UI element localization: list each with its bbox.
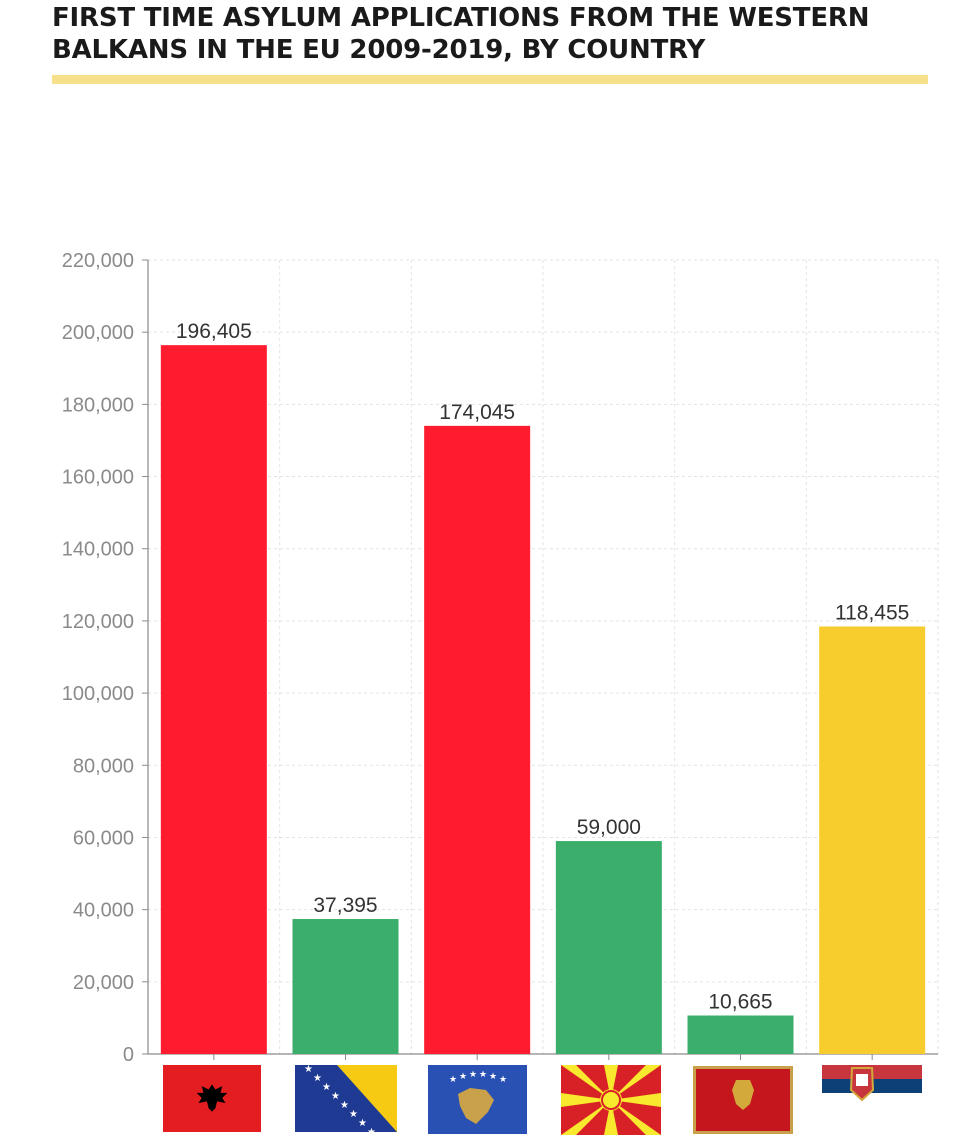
kosovo-flag-icon: ★ ★ ★ ★ ★ ★ [428,1065,527,1134]
bar-montenegro-flag [687,1015,794,1054]
y-axis-tick-labels: 0 20,000 40,000 60,000 80,000 100,000 120,000 1… [62,250,134,1066]
bar-serbia-flag [819,626,926,1054]
y-tick-label: 100,000 [62,683,134,705]
y-tick-label: 220,000 [62,250,134,272]
y-tick-label: 80,000 [73,755,134,777]
grid-lines [148,259,939,1054]
axes [142,259,938,1060]
data-label-north-macedonia-flag: 59,000 [577,816,641,839]
albania-flag-icon [163,1065,261,1132]
svg-text:★: ★ [358,1118,367,1129]
y-tick-label: 40,000 [73,900,134,922]
svg-text:★: ★ [479,1070,487,1080]
data-label-montenegro-flag: 10,665 [708,991,772,1014]
svg-text:★: ★ [367,1127,376,1138]
bosnia-herzegovina-flag-icon: ★★★ ★★★ ★★ [295,1064,397,1138]
y-tick-label: 20,000 [73,972,134,994]
y-tick-label: 160,000 [62,467,134,489]
svg-text:★: ★ [469,1070,477,1080]
chart-title-line-2: BALKANS IN THE EU 2009-2019, BY COUNTRY [52,35,706,65]
y-tick-label: 60,000 [73,827,134,849]
chart-title-line-1: FIRST TIME ASYLUM APPLICATIONS FROM THE … [52,3,870,33]
title-underline [52,75,928,84]
data-label-bosnia-herzegovina-flag: 37,395 [313,894,377,917]
bar-north-macedonia-flag [555,841,662,1054]
y-tick-label: 180,000 [62,394,134,416]
bar-bosnia-herzegovina-flag [292,919,399,1054]
svg-text:★: ★ [499,1075,507,1085]
montenegro-flag-icon [693,1066,793,1134]
svg-text:★: ★ [331,1091,340,1102]
svg-text:★: ★ [449,1075,457,1085]
data-label-kosovo-flag: 174,045 [439,401,515,424]
y-tick-label: 120,000 [62,611,134,633]
bars [160,345,926,1054]
data-label-albania-flag: 196,405 [176,320,252,343]
y-tick-label: 140,000 [62,539,134,561]
bar-albania-flag [160,345,267,1054]
svg-text:★: ★ [304,1064,313,1075]
data-label-serbia-flag: 118,455 [835,601,909,624]
svg-text:★: ★ [313,1073,322,1084]
chart-title: FIRST TIME ASYLUM APPLICATIONS FROM THE … [52,2,932,66]
svg-text:★: ★ [349,1109,358,1120]
y-tick-label: 200,000 [62,322,134,344]
data-labels: 196,405 37,395 174,045 59,000 10,665 118,455 [176,320,909,1013]
north-macedonia-flag-icon [561,1065,661,1135]
svg-text:★: ★ [459,1072,467,1082]
serbia-flag-icon [822,1065,922,1107]
y-tick-label: 0 [123,1044,134,1066]
bar-kosovo-flag [424,425,531,1054]
svg-text:★: ★ [340,1100,349,1111]
svg-text:★: ★ [322,1082,331,1093]
svg-text:★: ★ [489,1072,497,1082]
